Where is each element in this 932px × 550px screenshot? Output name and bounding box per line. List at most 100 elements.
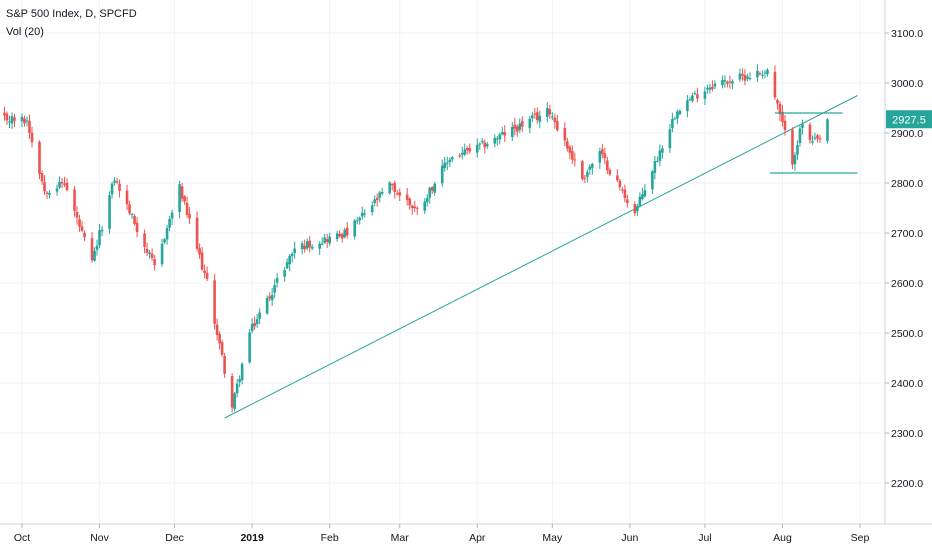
price-tick-label: 3000.0 xyxy=(891,78,923,90)
candle-body xyxy=(738,73,742,80)
candle-body xyxy=(205,272,209,279)
candle-body xyxy=(265,297,269,314)
candle-body xyxy=(608,170,612,175)
candle-body xyxy=(83,232,86,238)
candle-body xyxy=(763,72,767,74)
candle-body xyxy=(60,181,64,184)
candle-body xyxy=(668,129,672,149)
candle-body xyxy=(28,120,31,133)
candle-body xyxy=(448,159,452,163)
candle-body xyxy=(633,203,637,214)
candle-body xyxy=(48,193,51,195)
candle-body xyxy=(110,183,114,195)
candle-body xyxy=(460,152,464,155)
candle-body xyxy=(483,142,487,148)
candle-body xyxy=(375,197,379,201)
candle-body xyxy=(58,181,61,188)
candle-body xyxy=(713,83,717,87)
candle-body xyxy=(678,110,682,114)
candle-body xyxy=(711,86,714,89)
candle-body xyxy=(728,81,732,83)
candle-body xyxy=(343,229,346,238)
trendline xyxy=(224,95,858,419)
candle-body xyxy=(761,74,764,76)
candle-body xyxy=(475,144,479,153)
candle-body xyxy=(63,183,66,185)
candle-body xyxy=(811,141,814,143)
candle-body xyxy=(360,212,364,217)
candle-body xyxy=(498,134,502,140)
price-tick-label: 2400.0 xyxy=(891,378,923,390)
volume-indicator-label[interactable]: Vol (20) xyxy=(6,26,44,38)
candle-body xyxy=(643,190,647,197)
candle-body xyxy=(465,148,469,151)
candle-body xyxy=(798,128,802,143)
time-tick-label: Aug xyxy=(773,532,792,544)
candle-body xyxy=(443,162,447,168)
price-tick-label: 2200.0 xyxy=(891,478,923,490)
time-tick-label: Mar xyxy=(391,532,410,544)
candle-body xyxy=(125,190,129,205)
candle-body xyxy=(113,180,116,183)
candle-body xyxy=(671,118,674,129)
time-tick-label: Nov xyxy=(90,532,109,544)
candle-body xyxy=(778,103,782,115)
candle-body xyxy=(183,196,186,202)
candle-body xyxy=(200,252,204,270)
candle-body xyxy=(215,324,219,335)
candle-body xyxy=(571,150,574,160)
candle-body xyxy=(586,172,589,177)
price-tick-label: 2800.0 xyxy=(891,178,923,190)
candle-body xyxy=(288,255,291,265)
candle-body xyxy=(458,155,462,157)
candle-body xyxy=(358,217,362,221)
price-axis: 2200.0 2300.0 2400.0 2500.0 2600.0 2700.0 2800… xyxy=(885,28,923,490)
candle-body xyxy=(658,150,662,161)
candle-body xyxy=(230,376,234,408)
candle-body xyxy=(80,226,84,231)
time-tick-label: May xyxy=(542,532,563,544)
candle-body xyxy=(546,108,549,117)
candle-body xyxy=(75,211,79,218)
candle-body xyxy=(533,113,537,115)
candle-body xyxy=(285,262,289,269)
price-tick-label: 2500.0 xyxy=(891,328,923,340)
time-tick-label: Feb xyxy=(321,532,339,544)
time-tick-label: Jun xyxy=(621,532,638,544)
candle-body xyxy=(445,162,449,164)
candle-body xyxy=(233,393,236,410)
candle-body xyxy=(581,161,584,180)
price-tick-label: 2900.0 xyxy=(891,128,923,140)
candle-body xyxy=(340,234,344,239)
candle-body xyxy=(826,119,829,142)
candle-body xyxy=(373,199,377,204)
candle-body xyxy=(145,248,149,253)
candle-body xyxy=(13,117,16,121)
last-price-tag: 2927.5 xyxy=(886,110,932,129)
candle-body xyxy=(255,319,259,324)
candle-body xyxy=(536,112,539,120)
candle-body xyxy=(616,175,619,181)
candle-body xyxy=(20,116,24,122)
candle-body xyxy=(8,121,11,123)
candle-body xyxy=(513,124,517,129)
candle-body xyxy=(791,129,794,165)
candle-body xyxy=(283,270,286,277)
candle-body xyxy=(723,80,727,82)
candle-body xyxy=(405,194,409,200)
candle-body xyxy=(415,207,419,209)
candle-body xyxy=(253,323,256,327)
candle-body xyxy=(188,213,191,219)
candle-body xyxy=(606,160,609,171)
candle-body xyxy=(781,111,784,122)
candle-body xyxy=(623,189,627,199)
candle-body xyxy=(661,148,664,153)
candle-body xyxy=(773,71,777,98)
candle-body xyxy=(688,99,692,101)
candle-body xyxy=(493,137,497,144)
candle-body xyxy=(423,201,427,211)
candle-body xyxy=(148,252,151,255)
candle-body xyxy=(691,95,694,102)
candle-body xyxy=(220,342,224,355)
